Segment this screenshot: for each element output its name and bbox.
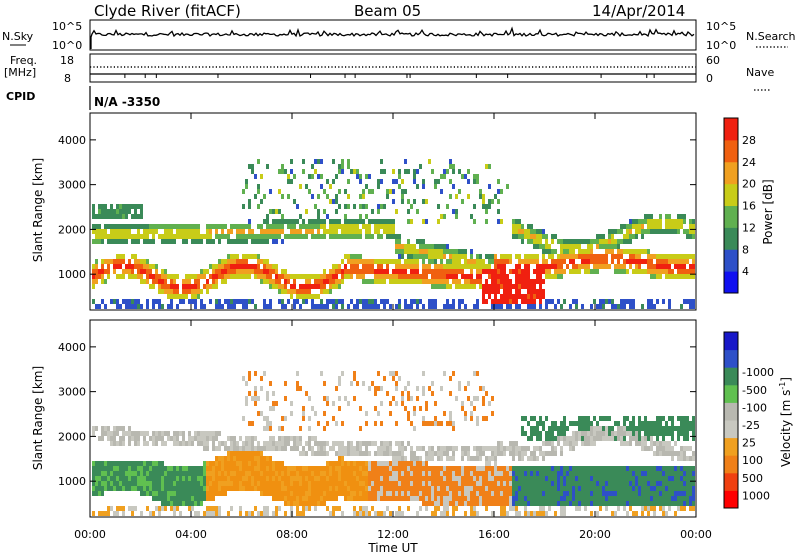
- velocity-colorbar-tick: 25: [742, 437, 756, 450]
- power-colorbar-tick: 16: [742, 200, 756, 213]
- freq-spikes: [124, 74, 655, 78]
- date-title: 14/Apr/2014: [592, 2, 685, 20]
- velocity-colorbar-tick: 500: [742, 472, 763, 485]
- velocity-colorbar-tick: -500: [742, 384, 767, 397]
- nsearch-label: N.Search: [746, 30, 796, 43]
- power-colorbar-label: Power [dB]: [761, 179, 775, 244]
- freq-panel: Freq. [MHz] 18 8 60 0 Nave: [4, 53, 774, 91]
- power-colorbar-tick: 4: [742, 265, 749, 278]
- x-tick-label: 12:00: [377, 528, 409, 541]
- velocity-ylabel: Slant Range [km]: [31, 366, 45, 470]
- nsky-trace: [90, 26, 695, 49]
- power-colorbar: 4 8 12 16 20 24 28: [723, 117, 756, 294]
- nave-tick-top: 60: [706, 54, 720, 67]
- nsearch-tick-top: 10^5: [706, 20, 736, 33]
- power-ytick-label: 1000: [58, 268, 86, 281]
- velocity-colorbar-tick: -1000: [742, 366, 774, 379]
- power-colorbar-tick: 20: [742, 178, 756, 191]
- nsky-tick-bottom: 10^0: [52, 39, 82, 52]
- nsky-tick-top: 10^5: [52, 20, 82, 33]
- velocity-colorbar-tick: -25: [742, 419, 760, 432]
- x-tick-label: 16:00: [478, 528, 510, 541]
- power-colorbar-tick: 28: [742, 134, 756, 147]
- velocity-panel: 1000 2000 3000 4000 Slant Range [km] 1000 50…: [31, 319, 793, 518]
- station-title: Clyde River (fitACF): [94, 2, 241, 20]
- velocity-ytick-label: 1000: [58, 475, 86, 488]
- power-ytick-label: 4000: [58, 134, 86, 147]
- velocity-ytick-label: 4000: [58, 341, 86, 354]
- x-tick-label: 08:00: [276, 528, 308, 541]
- cpid-label: CPID: [6, 90, 35, 103]
- freq-label: Freq.: [10, 54, 37, 67]
- nsky-panel: N.Sky 10^5 10^0 10^5 10^0 N.Search: [2, 19, 796, 52]
- nave-label: Nave: [746, 66, 774, 79]
- x-tick-label: 00:00: [680, 528, 712, 541]
- x-tick-label: 04:00: [175, 528, 207, 541]
- nave-tick-bottom: 0: [706, 72, 713, 85]
- velocity-colorbar: 1000 500 100 25 -25 -100 -500 -1000: [723, 331, 774, 509]
- power-heatmap: [92, 159, 695, 309]
- x-axis-label: Time UT: [367, 541, 418, 554]
- velocity-heatmap: [92, 371, 695, 516]
- power-colorbar-tick: 8: [742, 243, 749, 256]
- cpid-value: N/A -3350: [94, 95, 160, 109]
- x-axis: 00:00 04:00 08:00 12:00 16:00 20:00 00:00: [74, 113, 712, 541]
- nsearch-tick-bottom: 10^0: [706, 39, 736, 52]
- power-ytick-label: 2000: [58, 223, 86, 236]
- power-colorbar-tick: 24: [742, 156, 756, 169]
- power-colorbar-tick: 12: [742, 221, 756, 234]
- velocity-ytick-label: 2000: [58, 430, 86, 443]
- freq-unit-label: [MHz]: [4, 66, 36, 79]
- power-ylabel: Slant Range [km]: [31, 158, 45, 262]
- nsky-label: N.Sky: [2, 30, 34, 43]
- velocity-colorbar-tick: -100: [742, 401, 767, 414]
- freq-tick-top: 18: [60, 54, 74, 67]
- x-tick-label: 20:00: [579, 528, 611, 541]
- velocity-ytick-label: 3000: [58, 386, 86, 399]
- beam-title: Beam 05: [354, 2, 421, 20]
- velocity-colorbar-tick: 1000: [742, 489, 770, 502]
- x-tick-label: 00:00: [74, 528, 106, 541]
- velocity-colorbar-label: Velocity [m s-1]: [778, 377, 793, 467]
- freq-tick-bottom: 8: [64, 72, 71, 85]
- velocity-colorbar-tick: 100: [742, 454, 763, 467]
- power-ytick-label: 3000: [58, 179, 86, 192]
- power-panel: 1000 2000 3000 4000 Slant Range [km] 4 8 12 16…: [31, 112, 775, 311]
